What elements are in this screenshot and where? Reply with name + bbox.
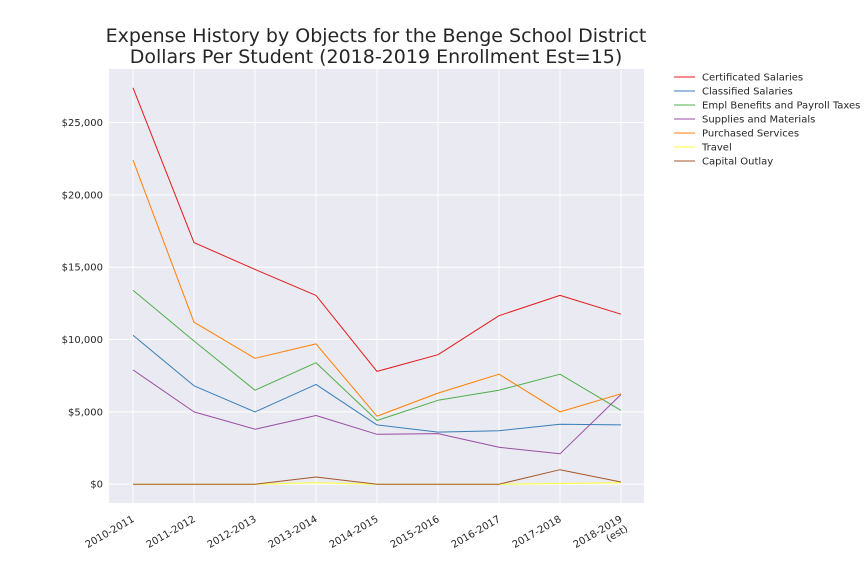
x-tick-label: 2010-2011 bbox=[84, 514, 137, 551]
x-axis: 2010-2011 2011-2012 2012-2013 2013-2014 2014… bbox=[84, 514, 630, 560]
x-tick-label: 2011-2012 bbox=[145, 514, 198, 551]
y-tick-label: $15,000 bbox=[62, 263, 103, 274]
legend-label: Certificated Salaries bbox=[702, 73, 803, 84]
x-tick-label: 2012-2013 bbox=[206, 514, 259, 551]
legend-label: Classified Salaries bbox=[702, 87, 793, 98]
y-tick-label: $25,000 bbox=[62, 118, 103, 129]
x-tick-label: 2017-2018 bbox=[511, 514, 564, 551]
legend-label: Purchased Services bbox=[702, 129, 799, 140]
series-line-supplies-and-materials bbox=[132, 369, 622, 455]
series-lines bbox=[132, 87, 622, 485]
legend-label: Travel bbox=[701, 143, 732, 154]
series-line-empl-benefits-and-payroll-taxes bbox=[132, 289, 622, 421]
series-line-certificated-salaries bbox=[132, 87, 622, 372]
legend-label: Supplies and Materials bbox=[702, 115, 815, 126]
chart-title-line-2: Dollars Per Student (2018-2019 Enrollmen… bbox=[130, 46, 623, 68]
y-axis: $0 $5,000 $10,000 $15,000 $20,000 $25,000 bbox=[62, 118, 103, 491]
chart-title-line-1: Expense History by Objects for the Benge… bbox=[106, 25, 647, 47]
y-tick-label: $20,000 bbox=[62, 190, 103, 201]
legend: Certificated Salaries Classified Salaries… bbox=[674, 73, 860, 168]
x-tick-label: 2013-2014 bbox=[267, 514, 320, 551]
series-line-capital-outlay bbox=[133, 469, 622, 485]
y-tick-label: $10,000 bbox=[62, 335, 103, 346]
series-line-purchased-services bbox=[132, 159, 622, 417]
legend-label: Capital Outlay bbox=[702, 157, 773, 168]
x-tick-label: 2016-2017 bbox=[450, 514, 503, 551]
x-tick-label: 2015-2016 bbox=[389, 514, 442, 551]
y-tick-label: $5,000 bbox=[68, 407, 103, 418]
x-tick-label: 2018-2019(est) bbox=[572, 514, 630, 560]
x-tick-label: 2014-2015 bbox=[328, 514, 381, 551]
grid bbox=[109, 69, 644, 503]
y-tick-label: $0 bbox=[90, 480, 103, 491]
legend-label: Empl Benefits and Payroll Taxes bbox=[702, 101, 860, 112]
series-line-classified-salaries bbox=[132, 334, 622, 433]
